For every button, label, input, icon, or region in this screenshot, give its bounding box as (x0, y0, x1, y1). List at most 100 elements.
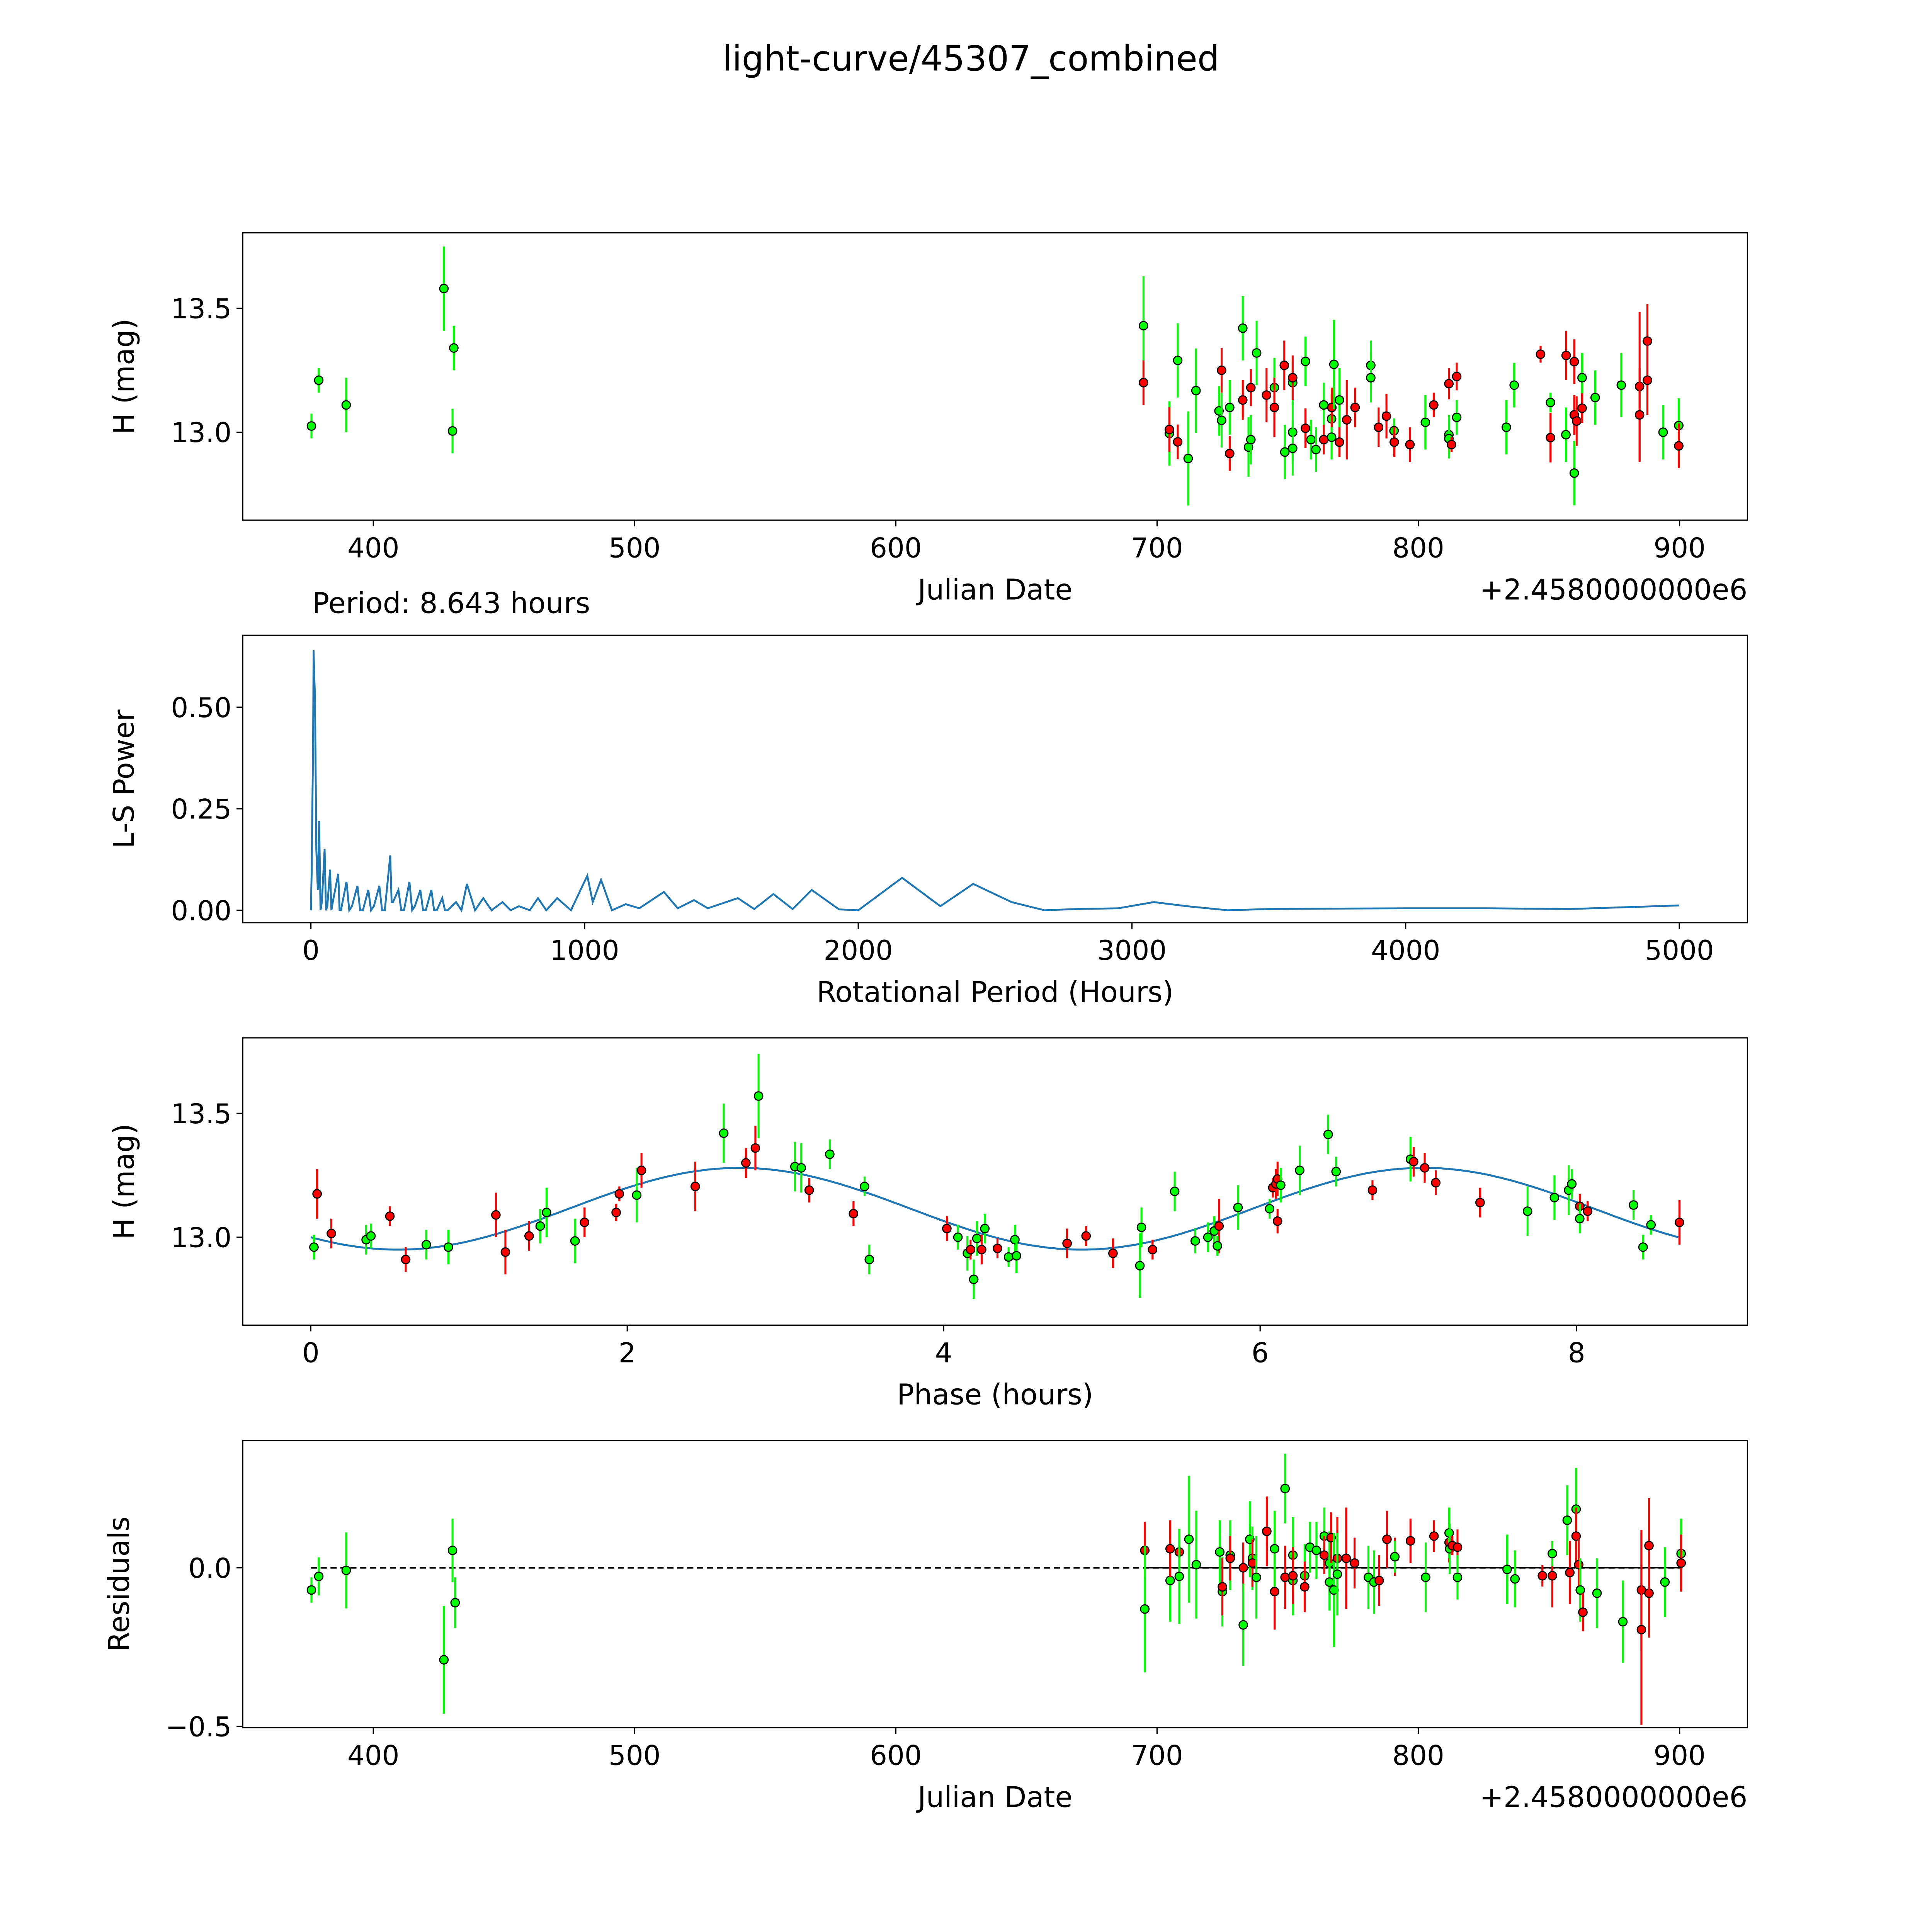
data-point-group (1218, 1558, 1227, 1616)
data-point-group (1300, 1561, 1310, 1612)
x-tick-label: 800 (1392, 1740, 1444, 1771)
data-point-group (953, 1225, 963, 1250)
data-point (1191, 386, 1201, 396)
data-point (1575, 1585, 1585, 1595)
data-point-group (1165, 1520, 1175, 1578)
data-point-group (1262, 367, 1272, 422)
data-point-group (1590, 370, 1600, 425)
data-point-group (1311, 1522, 1321, 1579)
data-point-group (1135, 1233, 1145, 1298)
data-point (309, 1242, 319, 1252)
data-point-group (1420, 395, 1430, 450)
data-point (1213, 1241, 1222, 1251)
data-point (1170, 1186, 1180, 1196)
data-point (1173, 355, 1183, 366)
data-point (341, 400, 351, 410)
y-axis-label: Residuals (103, 1517, 136, 1652)
residuals-axes-frame (242, 1439, 1748, 1728)
data-point-group (1238, 380, 1248, 420)
data-point-group (1618, 1580, 1628, 1663)
data-point-group (1546, 413, 1556, 463)
data-point-group (632, 1168, 642, 1223)
data-point (1618, 1617, 1628, 1627)
data-point (1562, 1515, 1572, 1525)
data-point (1225, 1553, 1235, 1563)
data-point-group (825, 1139, 835, 1169)
x-tick-label: 0 (302, 935, 320, 966)
data-point-group (1548, 1541, 1557, 1566)
data-point-group (1213, 1236, 1222, 1256)
x-tick-label: 4000 (1371, 935, 1440, 966)
data-point-group (1660, 1547, 1670, 1617)
data-point (1138, 321, 1148, 331)
data-point (1246, 383, 1256, 393)
data-point-group (1335, 427, 1344, 457)
data-point (1643, 336, 1652, 346)
data-point (977, 1245, 986, 1255)
data-point-group (385, 1206, 395, 1226)
data-point-group (1270, 1510, 1280, 1587)
data-point-group (614, 1186, 624, 1201)
data-point-group (1012, 1238, 1021, 1273)
data-point (1638, 1242, 1648, 1252)
data-point (614, 1189, 624, 1199)
data-point (570, 1236, 580, 1246)
data-point (1546, 433, 1556, 443)
y-tick-label: 0.00 (171, 895, 231, 927)
data-point (1173, 437, 1183, 447)
data-point (796, 1163, 806, 1173)
data-point (1148, 1245, 1158, 1255)
data-point (1238, 323, 1248, 333)
data-point (1567, 1179, 1577, 1189)
data-point (312, 1189, 322, 1199)
data-point-group (1674, 423, 1684, 468)
data-point (1409, 1157, 1418, 1167)
data-point-group (1646, 1215, 1656, 1235)
data-point (1571, 1531, 1581, 1541)
x-axis-label: Rotational Period (Hours) (816, 976, 1173, 1009)
data-point (1225, 403, 1235, 412)
data-point-group (1138, 360, 1148, 405)
data-point (1246, 435, 1256, 445)
data-point-group (1136, 1208, 1146, 1247)
x-tick-label: 800 (1392, 532, 1444, 564)
data-point (611, 1208, 621, 1218)
data-point-group (1335, 367, 1344, 432)
data-point-group (1350, 1537, 1359, 1588)
data-point-group (580, 1208, 590, 1237)
data-point-group (535, 1209, 545, 1243)
data-point-group (1409, 1146, 1418, 1177)
x-tick-label: 2000 (823, 935, 893, 966)
data-point (366, 1231, 376, 1241)
data-point-group (1217, 348, 1226, 393)
data-point (1252, 348, 1262, 358)
x-tick-label: 400 (347, 532, 400, 564)
data-point-group (1301, 337, 1310, 386)
data-point (421, 1240, 431, 1250)
data-point (1081, 1231, 1091, 1241)
data-point (1636, 1625, 1646, 1634)
data-point (449, 343, 459, 353)
data-point-group (1366, 353, 1376, 403)
data-point (1190, 1236, 1200, 1246)
x-tick-label: 600 (870, 532, 922, 564)
data-point-group (1502, 1534, 1512, 1604)
data-point (450, 1598, 460, 1608)
data-point (1225, 449, 1235, 459)
x-tick-label: 900 (1653, 532, 1706, 564)
data-point-group (1350, 388, 1360, 427)
data-point (804, 1185, 814, 1195)
data-point-group (1265, 1199, 1275, 1219)
lightcurve-plot-area (306, 246, 1684, 506)
data-point (1140, 1604, 1150, 1614)
data-point (1444, 379, 1454, 389)
data-point (1233, 1202, 1243, 1213)
data-point (1577, 403, 1587, 413)
data-point-group (1561, 407, 1571, 462)
data-point (1350, 1558, 1359, 1568)
data-point (1218, 1582, 1227, 1592)
data-point (1270, 1544, 1280, 1554)
data-point (1238, 395, 1248, 405)
data-point-group (306, 1577, 316, 1603)
